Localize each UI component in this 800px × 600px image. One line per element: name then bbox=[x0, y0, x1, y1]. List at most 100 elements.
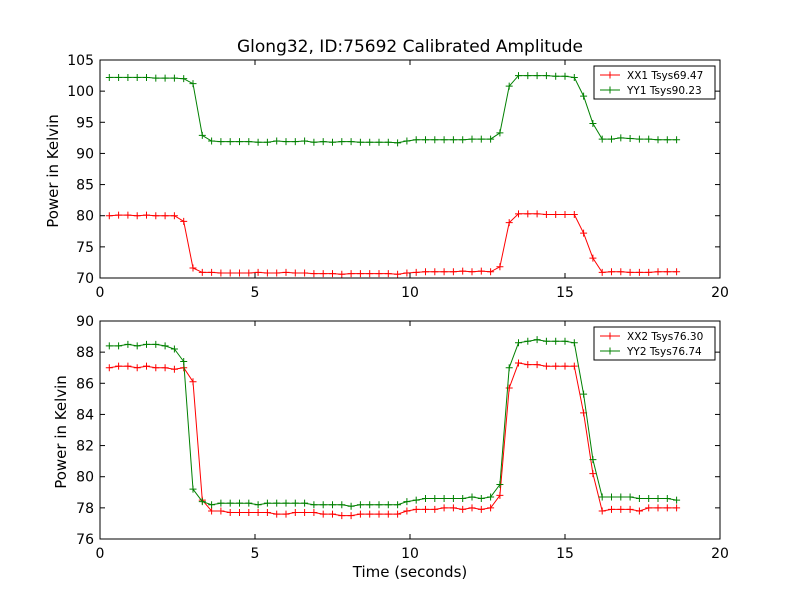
data-point-marker bbox=[561, 210, 569, 218]
data-point-marker bbox=[496, 491, 504, 499]
data-point-marker bbox=[319, 510, 327, 518]
data-point-marker bbox=[226, 509, 234, 517]
data-point-marker bbox=[384, 270, 392, 278]
y-tick-label: 88 bbox=[76, 345, 94, 361]
data-point-marker bbox=[347, 512, 355, 520]
data-point-marker bbox=[338, 501, 346, 509]
data-point-marker bbox=[598, 493, 606, 501]
data-point-marker bbox=[310, 509, 318, 517]
data-point-marker bbox=[375, 501, 383, 509]
data-point-marker bbox=[487, 493, 495, 501]
data-point-marker bbox=[598, 135, 606, 143]
x-tick-label: 5 bbox=[251, 285, 260, 301]
data-point-marker bbox=[440, 495, 448, 503]
data-point-marker bbox=[635, 135, 643, 143]
data-point-marker bbox=[635, 495, 643, 503]
data-point-marker bbox=[105, 73, 113, 81]
data-point-marker bbox=[570, 339, 578, 347]
data-point-marker bbox=[375, 510, 383, 518]
data-point-marker bbox=[533, 210, 541, 218]
data-point-marker bbox=[626, 505, 634, 513]
data-point-marker bbox=[375, 270, 383, 278]
data-point-marker bbox=[180, 357, 188, 365]
x-tick-label: 20 bbox=[711, 285, 729, 301]
data-point-marker bbox=[617, 505, 625, 513]
data-point-marker bbox=[282, 138, 290, 146]
data-point-marker bbox=[542, 72, 550, 80]
data-point-marker bbox=[208, 501, 216, 509]
data-point-marker bbox=[189, 378, 197, 386]
data-point-marker bbox=[487, 268, 495, 276]
data-point-marker bbox=[236, 509, 243, 517]
data-point-marker bbox=[329, 510, 336, 518]
data-point-marker bbox=[412, 505, 420, 513]
y-tick-label: 76 bbox=[76, 532, 94, 548]
data-point-marker bbox=[170, 212, 178, 220]
data-point-marker bbox=[542, 210, 550, 218]
x-tick-label: 20 bbox=[711, 546, 729, 562]
data-point-marker bbox=[115, 362, 123, 370]
data-point-marker bbox=[236, 269, 243, 277]
data-point-marker bbox=[570, 210, 578, 218]
data-point-marker bbox=[291, 269, 299, 277]
data-point-marker bbox=[356, 510, 364, 518]
data-point-marker bbox=[515, 210, 522, 218]
data-point-marker bbox=[403, 137, 411, 145]
data-point-marker bbox=[366, 510, 374, 518]
data-point-marker bbox=[273, 137, 281, 145]
y-tick-label: 105 bbox=[67, 53, 94, 69]
y-tick-label: 95 bbox=[76, 115, 94, 131]
legend-entry: YY1 Tsys90.23 bbox=[626, 85, 702, 97]
data-point-marker bbox=[161, 74, 169, 82]
data-point-marker bbox=[384, 510, 392, 518]
chart-title: Glong32, ID:75692 Calibrated Amplitude bbox=[237, 37, 583, 57]
x-tick-label: 10 bbox=[401, 285, 419, 301]
data-point-marker bbox=[403, 507, 411, 515]
data-point-marker bbox=[366, 270, 374, 278]
data-point-marker bbox=[356, 270, 364, 278]
data-point-marker bbox=[635, 268, 643, 276]
data-point-marker bbox=[635, 507, 643, 515]
data-point-marker bbox=[254, 138, 262, 146]
data-point-marker bbox=[226, 138, 234, 146]
x-tick-label: 0 bbox=[96, 285, 105, 301]
data-point-marker bbox=[217, 499, 225, 507]
data-point-marker bbox=[226, 269, 234, 277]
data-point-marker bbox=[524, 361, 532, 369]
data-point-marker bbox=[319, 138, 327, 146]
data-point-marker bbox=[533, 361, 541, 369]
data-point-marker bbox=[115, 211, 123, 219]
data-point-marker bbox=[152, 74, 160, 82]
data-point-marker bbox=[245, 499, 253, 507]
data-point-marker bbox=[152, 212, 160, 220]
y-tick-label: 90 bbox=[76, 314, 94, 330]
data-point-marker bbox=[263, 509, 271, 517]
data-point-marker bbox=[449, 136, 457, 144]
data-point-marker bbox=[273, 510, 281, 518]
data-point-marker bbox=[143, 340, 150, 348]
data-point-marker bbox=[394, 139, 402, 147]
data-point-marker bbox=[236, 499, 243, 507]
data-point-marker bbox=[263, 499, 271, 507]
data-point-marker bbox=[617, 493, 625, 501]
legend-entry: XX1 Tsys69.47 bbox=[627, 70, 703, 82]
data-point-marker bbox=[329, 270, 336, 278]
data-point-marker bbox=[626, 268, 634, 276]
data-point-marker bbox=[291, 499, 299, 507]
data-point-marker bbox=[208, 137, 216, 145]
data-point-marker bbox=[189, 264, 197, 272]
data-point-marker bbox=[124, 340, 132, 348]
y-tick-label: 84 bbox=[76, 407, 94, 423]
data-point-marker bbox=[412, 496, 420, 504]
data-point-marker bbox=[431, 505, 439, 513]
data-point-marker bbox=[143, 362, 150, 370]
data-point-marker bbox=[542, 362, 550, 370]
data-point-marker bbox=[654, 495, 662, 503]
data-point-marker bbox=[654, 268, 662, 276]
data-point-marker bbox=[338, 138, 346, 146]
data-point-marker bbox=[580, 390, 588, 398]
data-point-marker bbox=[626, 493, 634, 501]
legend-marker bbox=[606, 332, 614, 340]
data-point-marker bbox=[515, 339, 522, 347]
data-point-marker bbox=[542, 337, 550, 345]
